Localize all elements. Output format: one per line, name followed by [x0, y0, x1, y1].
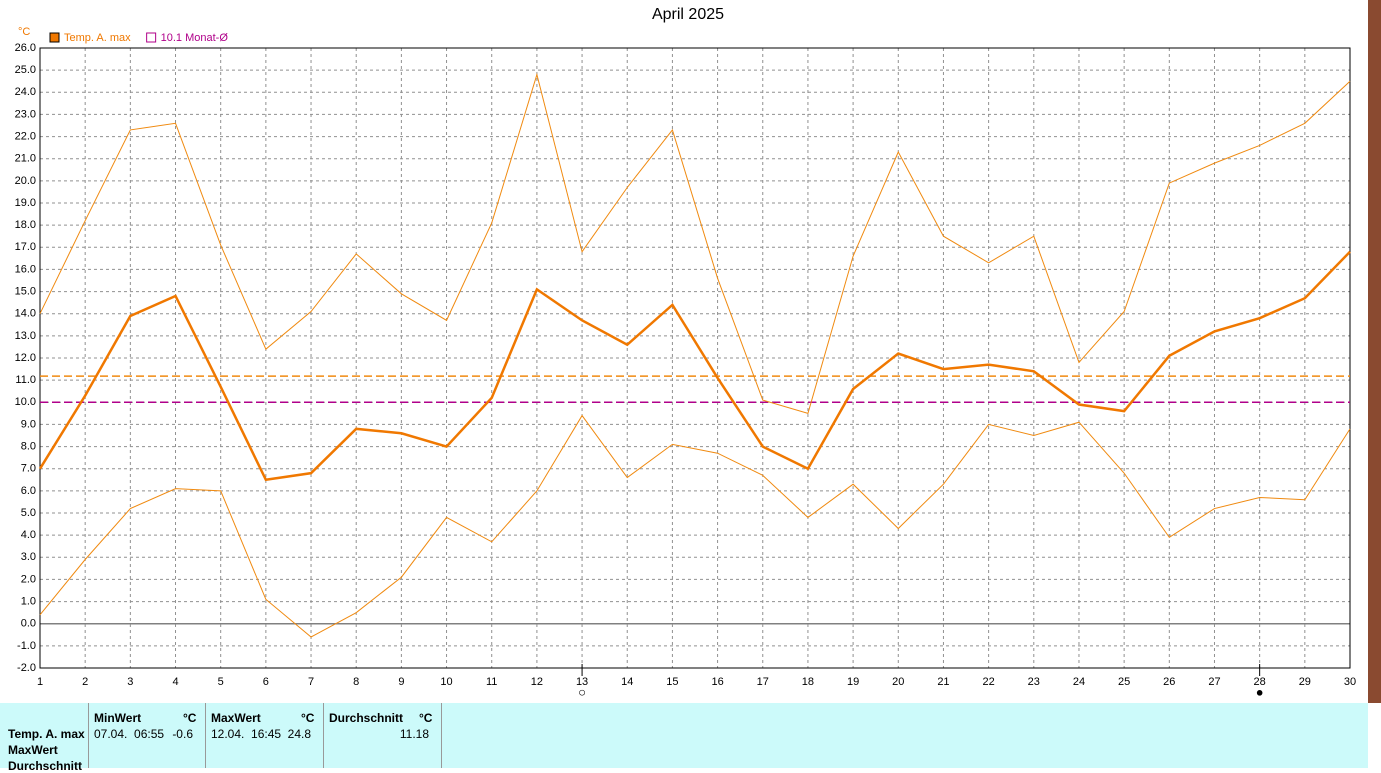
- y-tick-label: 21.0: [15, 153, 36, 165]
- x-tick-label: 22: [982, 676, 994, 688]
- x-tick-label: 8: [353, 676, 359, 688]
- column-header: MaxWert: [211, 711, 261, 725]
- legend-label: 10.1 Monat-Ø: [161, 32, 229, 44]
- x-tick-label: 12: [531, 676, 543, 688]
- x-tick-label: 3: [127, 676, 133, 688]
- y-tick-label: 22.0: [15, 130, 36, 142]
- x-tick-label: 30: [1344, 676, 1356, 688]
- y-tick-label: 24.0: [15, 86, 36, 98]
- x-tick-label: 28: [1254, 676, 1266, 688]
- column-unit: °C: [419, 711, 433, 725]
- x-tick-label: 14: [621, 676, 633, 688]
- legend-label: Temp. A. max: [64, 32, 131, 44]
- moon-phase: ●: [1256, 684, 1264, 699]
- y-unit: °C: [18, 26, 30, 38]
- x-tick-label: 25: [1118, 676, 1130, 688]
- x-tick-label: 19: [847, 676, 859, 688]
- y-tick-label: 6.0: [21, 485, 36, 497]
- y-tick-label: 2.0: [21, 573, 36, 585]
- x-tick-label: 18: [802, 676, 814, 688]
- y-tick-label: 4.0: [21, 529, 36, 541]
- y-tick-label: 18.0: [15, 219, 36, 231]
- y-tick-label: 25.0: [15, 64, 36, 76]
- x-tick-label: 29: [1299, 676, 1311, 688]
- x-tick-label: 20: [892, 676, 904, 688]
- x-tick-label: 13: [576, 676, 588, 688]
- moon-phase: ○: [578, 684, 586, 699]
- y-tick-label: 14.0: [15, 308, 36, 320]
- x-tick-label: 26: [1163, 676, 1175, 688]
- column-border: [323, 703, 324, 768]
- y-tick-label: 8.0: [21, 440, 36, 452]
- x-tick-label: 16: [711, 676, 723, 688]
- cell-value: 24.8: [287, 727, 311, 741]
- x-tick-label: 15: [666, 676, 678, 688]
- y-tick-label: 3.0: [21, 551, 36, 563]
- background-strip: [1368, 0, 1381, 703]
- y-tick-label: 16.0: [15, 263, 36, 275]
- y-tick-label: 17.0: [15, 241, 36, 253]
- column-header: Durchschnitt: [329, 711, 404, 725]
- y-tick-label: 11.0: [15, 374, 36, 386]
- x-tick-label: 1: [37, 676, 43, 688]
- x-tick-label: 27: [1208, 676, 1220, 688]
- y-tick-label: 1.0: [21, 595, 36, 607]
- chart: April 2025 °C -2.0 -1.0 0.0 1.0 2.0 3.0 4.0 5.0…: [15, 0, 1381, 703]
- x-tick-label: 4: [172, 676, 178, 688]
- x-tick-label: 10: [440, 676, 452, 688]
- column-border: [205, 703, 206, 768]
- y-tick-label: 12.0: [15, 352, 36, 364]
- x-tick-label: 5: [218, 676, 224, 688]
- y-tick-label: 5.0: [21, 507, 36, 519]
- legend-swatch: [49, 32, 60, 43]
- x-tick-label: 2: [82, 676, 88, 688]
- series-line: [39, 72, 1351, 414]
- cell-time: 12.04. 16:45: [211, 727, 282, 741]
- cell-value: -0.6: [172, 727, 193, 741]
- column-unit: °C: [183, 711, 197, 725]
- y-tick-label: 26.0: [15, 42, 36, 54]
- column-border: [441, 703, 442, 768]
- series-line: [39, 414, 1351, 638]
- series-line: [38, 250, 1351, 482]
- x-tick-label: 24: [1073, 676, 1085, 688]
- stats-table: Temp. A. max MaxWert Durchschnitt MinWert °C…: [0, 703, 1368, 773]
- x-tick-label: 23: [1028, 676, 1040, 688]
- row-label: Temp. A. max: [8, 727, 85, 741]
- legend-swatch: [146, 32, 157, 43]
- y-tick-label: 7.0: [21, 463, 36, 475]
- plot-frame: [39, 47, 1351, 669]
- x-tick-label: 6: [263, 676, 269, 688]
- y-tick-label: 0.0: [21, 618, 36, 630]
- x-tick-label: 9: [398, 676, 404, 688]
- y-tick-label: -1.0: [17, 640, 36, 652]
- y-tick-label: 23.0: [15, 108, 36, 120]
- y-tick-label: 20.0: [15, 175, 36, 187]
- cell-time: 07.04. 06:55: [94, 727, 165, 741]
- x-tick-label: 21: [937, 676, 949, 688]
- column-header: MinWert: [94, 711, 142, 725]
- y-tick-label: -2.0: [17, 662, 36, 674]
- x-tick-label: 17: [757, 676, 769, 688]
- y-tick-label: 13.0: [15, 330, 36, 342]
- y-tick-label: 9.0: [21, 418, 36, 430]
- y-tick-label: 15.0: [15, 285, 36, 297]
- y-tick-label: 19.0: [15, 197, 36, 209]
- y-tick-label: 10.0: [15, 396, 36, 408]
- column-border: [88, 703, 89, 768]
- x-tick-label: 7: [308, 676, 314, 688]
- column-unit: °C: [301, 711, 315, 725]
- chart-title: April 2025: [652, 6, 724, 23]
- row-label: MaxWert: [8, 743, 58, 757]
- cell-value: 11.18: [399, 727, 429, 741]
- x-tick-label: 11: [486, 676, 497, 688]
- row-label: Durchschnitt: [8, 759, 83, 773]
